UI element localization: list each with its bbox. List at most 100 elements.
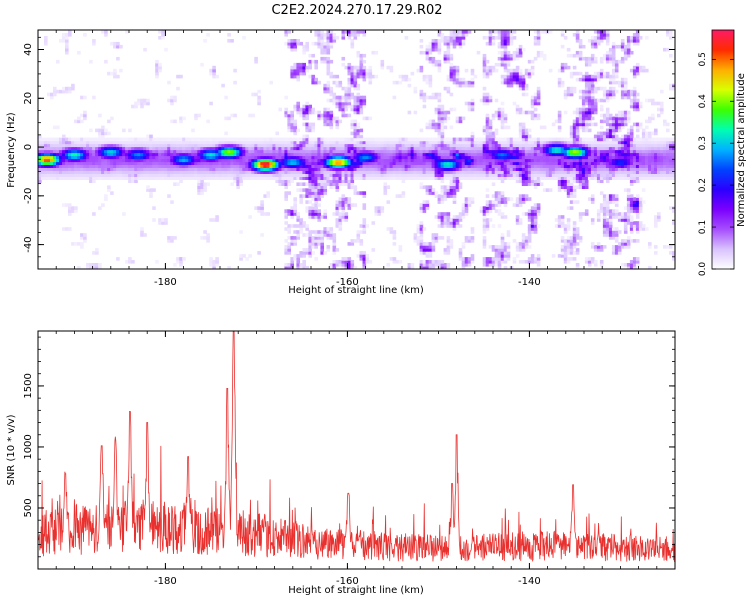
heatmap-cell <box>317 218 321 222</box>
heatmap-cell <box>434 176 439 180</box>
heatmap-cell <box>191 149 195 154</box>
heatmap-cell <box>419 149 424 154</box>
heatmap-cell <box>569 125 574 130</box>
heatmap-cell <box>509 155 514 160</box>
heatmap-cell <box>648 242 652 246</box>
heatmap-cell <box>359 131 364 136</box>
heatmap-cell <box>629 143 634 148</box>
heatmap-cell <box>413 149 418 154</box>
heatmap-cell <box>590 122 595 127</box>
heatmap-cell <box>332 173 337 177</box>
heatmap-cell <box>461 206 466 210</box>
heatmap-cell <box>428 266 433 269</box>
heatmap-cell <box>506 152 511 157</box>
heatmap-cell <box>383 188 388 192</box>
heatmap-cell <box>395 155 400 160</box>
heatmap-cell <box>560 245 565 249</box>
heatmap-cell <box>587 98 592 103</box>
heatmap-cell <box>308 164 312 168</box>
heatmap-cell <box>623 146 628 151</box>
heatmap-cell <box>611 116 616 121</box>
heatmap-cell <box>329 164 334 168</box>
heatmap-cell <box>410 158 415 163</box>
heatmap-cell <box>608 95 613 100</box>
heatmap-cell <box>254 164 258 168</box>
heatmap-cell <box>119 152 123 157</box>
heatmap-cell <box>581 179 586 183</box>
heatmap-cell <box>569 143 574 148</box>
heatmap-cell <box>672 254 675 258</box>
heatmap-cell <box>530 101 535 106</box>
heatmap-cell <box>326 143 331 148</box>
heatmap-cell <box>182 164 186 168</box>
heatmap-cell <box>338 260 343 264</box>
heatmap-cell <box>338 182 343 186</box>
heatmap-cell <box>350 164 355 168</box>
heatmap-cell <box>329 176 334 180</box>
heatmap-cell <box>651 101 655 106</box>
heatmap-cell <box>530 209 535 213</box>
heatmap-cell <box>89 263 93 267</box>
heatmap-cell <box>110 161 114 165</box>
heatmap-cell <box>611 227 616 231</box>
heatmap-cell <box>398 158 403 163</box>
heatmap-cell <box>281 170 285 174</box>
heatmap-cell <box>530 167 535 171</box>
heatmap-cell <box>329 158 334 163</box>
heatmap-cell <box>341 203 346 207</box>
heatmap-cell <box>293 143 297 148</box>
heatmap-cell <box>635 260 640 264</box>
heatmap-cell <box>203 137 207 142</box>
heatmap-cell <box>296 167 300 171</box>
heatmap-cell <box>623 227 628 231</box>
heatmap-cell <box>518 200 523 204</box>
heatmap-cell <box>209 257 213 261</box>
heatmap-cell <box>206 173 210 177</box>
heatmap-cell <box>377 149 382 154</box>
heatmap-cell <box>152 170 156 174</box>
heatmap-cell <box>599 98 604 103</box>
heatmap-cell <box>578 110 583 115</box>
heatmap-cell <box>188 146 192 151</box>
heatmap-cell <box>392 140 397 145</box>
heatmap-cell <box>47 149 51 154</box>
heatmap-cell <box>89 137 93 142</box>
heatmap-cell <box>530 98 535 103</box>
heatmap-cell <box>626 131 631 136</box>
heatmap-cell <box>251 158 255 163</box>
heatmap-cell <box>383 161 388 165</box>
heatmap-cell <box>533 206 538 210</box>
heatmap-cell <box>98 161 102 165</box>
heatmap-cell <box>119 167 123 171</box>
heatmap-cell <box>596 143 601 148</box>
heatmap-cell <box>353 155 358 160</box>
heatmap-cell <box>521 143 526 148</box>
heatmap-cell <box>524 260 529 264</box>
heatmap-cell <box>521 236 526 240</box>
heatmap-cell <box>287 251 291 255</box>
heatmap-cell <box>608 173 613 177</box>
heatmap-cell <box>437 167 442 171</box>
heatmap-cell <box>422 95 427 100</box>
heatmap-cell <box>428 173 433 177</box>
heatmap-cell <box>359 224 364 228</box>
heatmap-cell <box>380 155 385 160</box>
heatmap-cell <box>317 149 321 154</box>
heatmap-cell <box>626 140 631 145</box>
heatmap-cell <box>635 209 640 213</box>
heatmap-cell <box>551 122 556 127</box>
heatmap-cell <box>587 158 592 163</box>
heatmap-cell <box>314 146 318 151</box>
heatmap-cell <box>278 143 282 148</box>
heatmap-cell <box>302 146 306 151</box>
heatmap-cell <box>455 149 460 154</box>
heatmap-cell <box>86 152 90 157</box>
heatmap-cell <box>107 185 111 189</box>
heatmap-cell <box>173 149 177 154</box>
heatmap-cell <box>113 161 117 165</box>
heatmap-cell <box>320 242 324 246</box>
heatmap-cell <box>651 155 655 160</box>
heatmap-cell <box>359 134 364 139</box>
heatmap-cell <box>620 146 625 151</box>
heatmap-cell <box>245 155 249 160</box>
